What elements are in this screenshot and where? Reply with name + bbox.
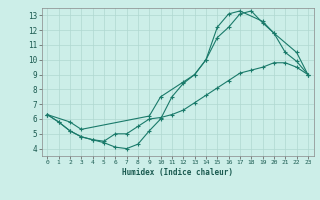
X-axis label: Humidex (Indice chaleur): Humidex (Indice chaleur) — [122, 168, 233, 177]
